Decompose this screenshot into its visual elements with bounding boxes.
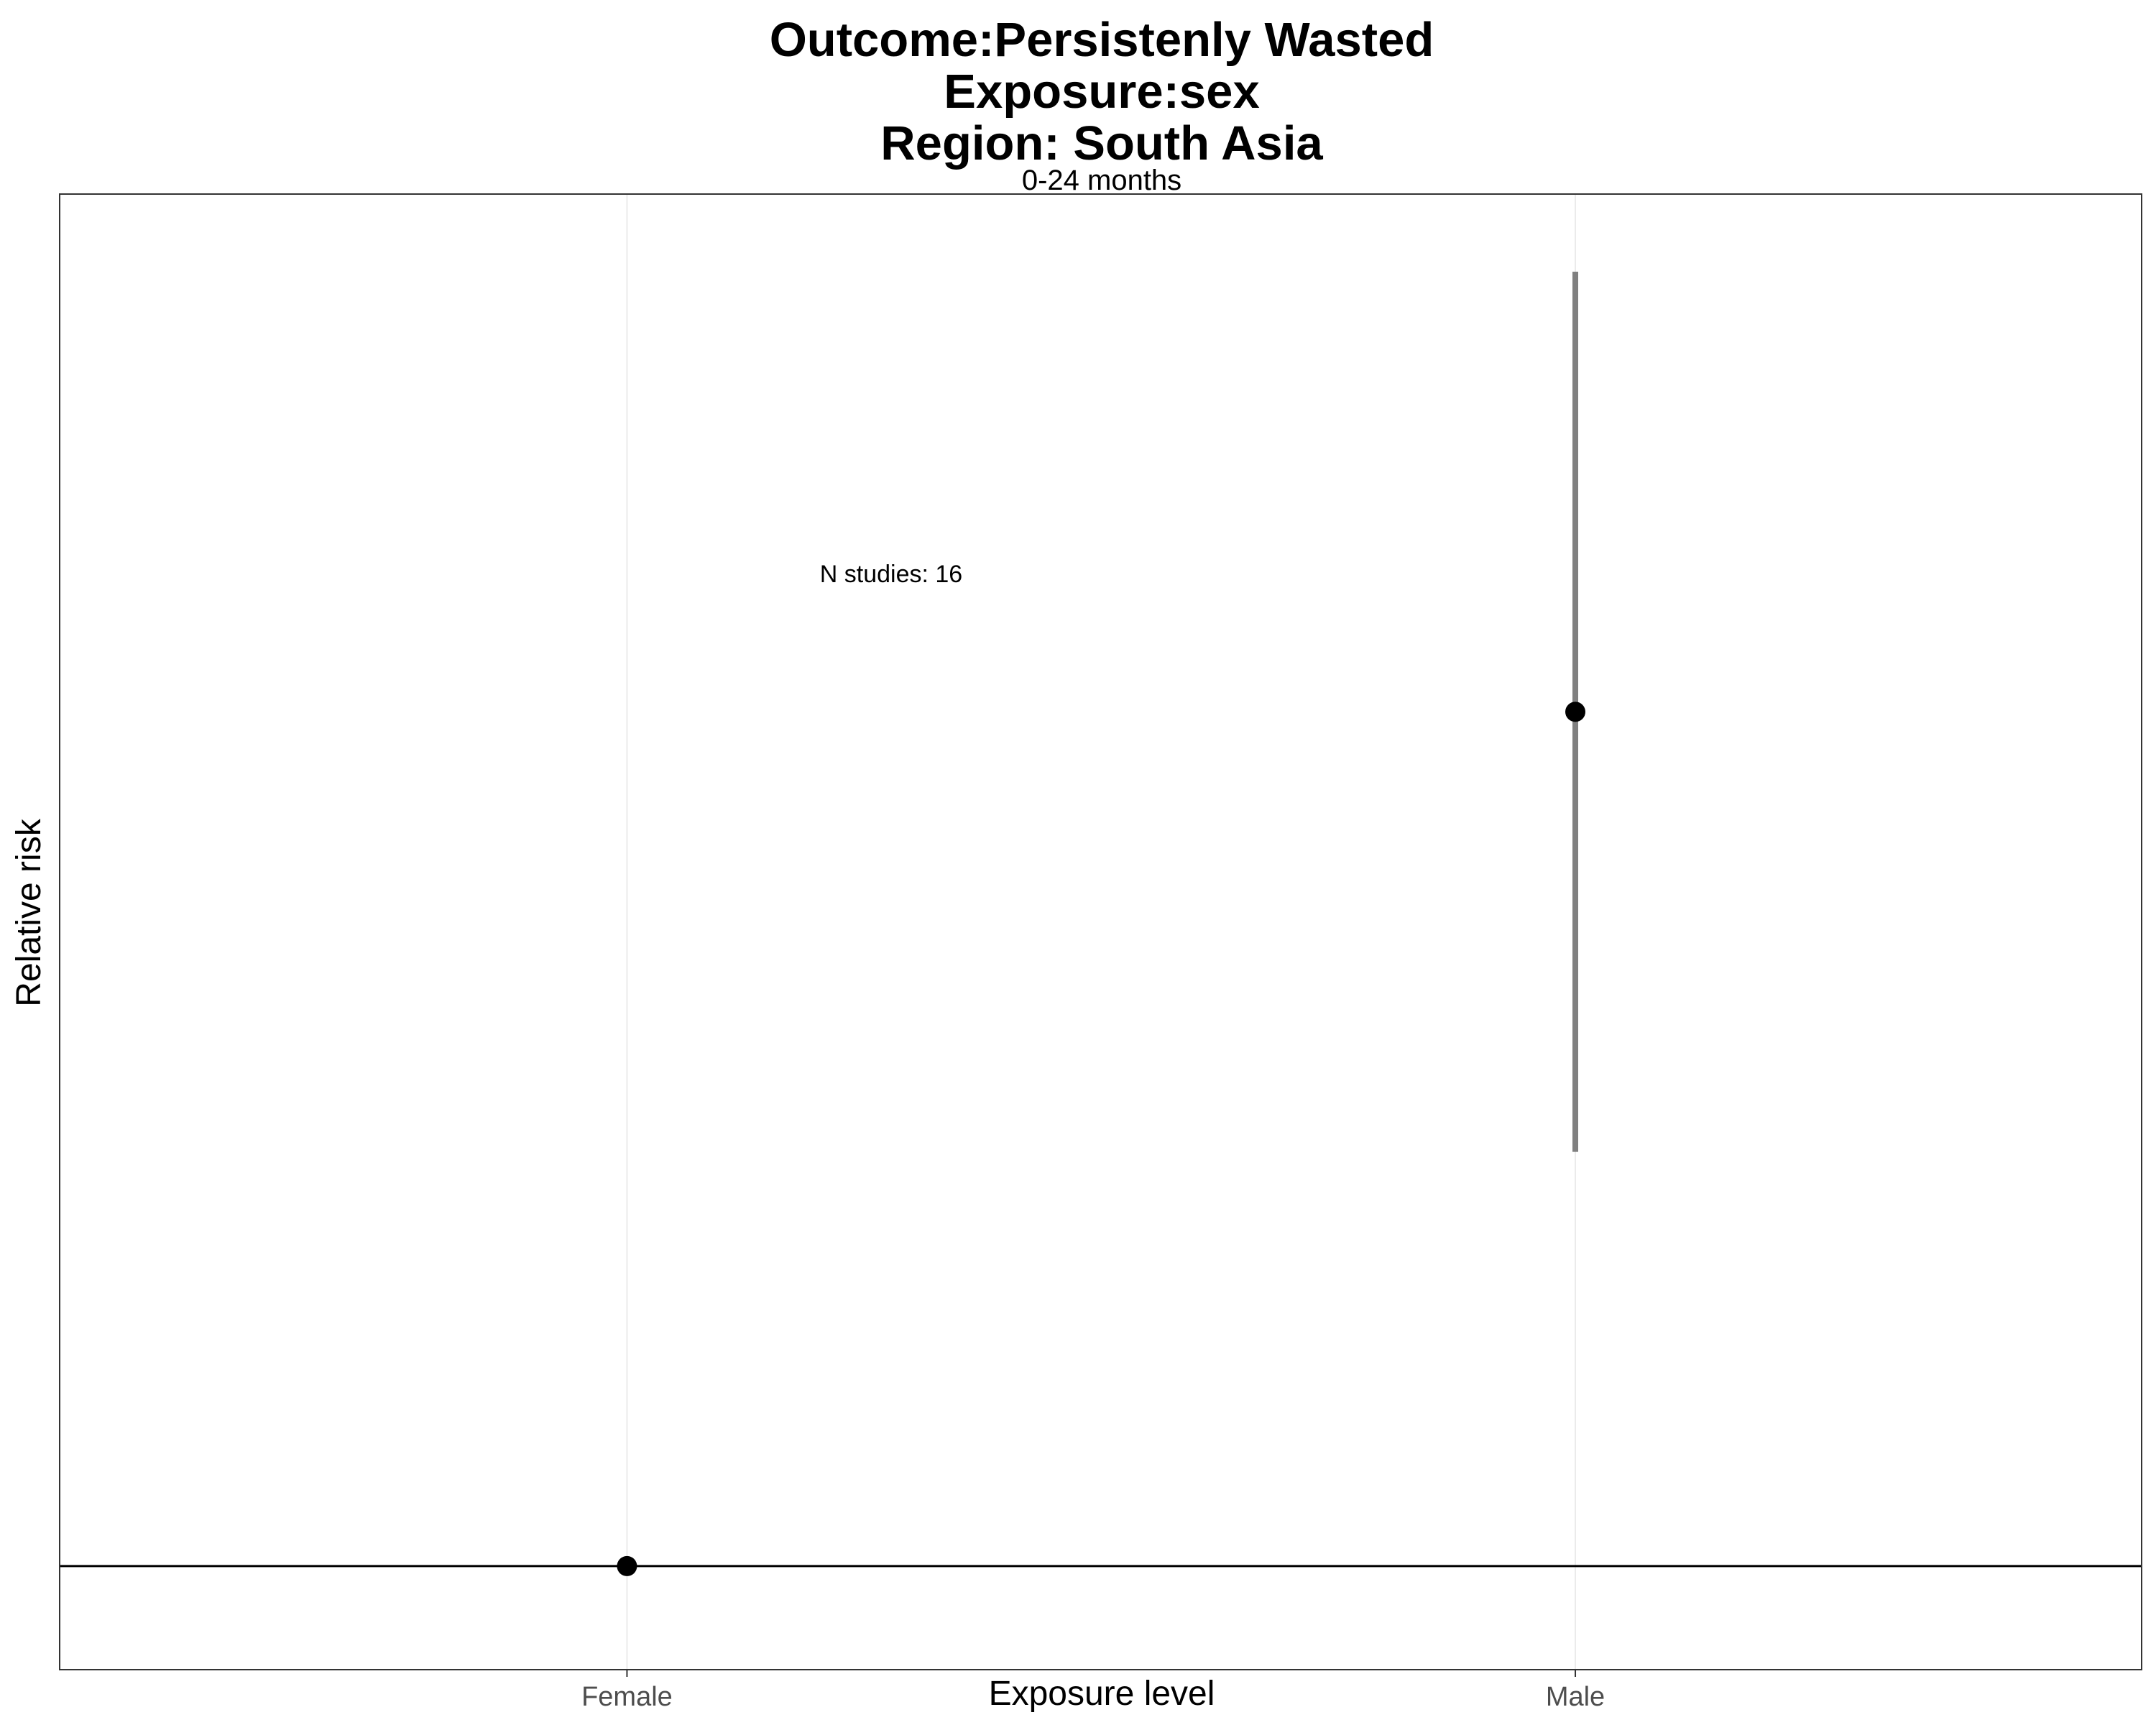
point-male: [1565, 702, 1586, 722]
x-tick-label-female: Female: [581, 1682, 673, 1712]
y-axis-title: Relative risk: [10, 818, 48, 1006]
plot-panel: [59, 193, 2142, 1670]
x-axis-title: Exposure level: [989, 1675, 1215, 1713]
chart-subtitle: 0-24 months: [1022, 165, 1181, 196]
chart-title-line-1: Outcome:Persistenly Wasted: [770, 13, 1434, 67]
panel-border: [59, 193, 2142, 1670]
point-female: [617, 1555, 637, 1576]
chart-title-line-3: Region: South Asia: [880, 116, 1323, 170]
annotation-n-studies: N studies: 16: [820, 561, 962, 588]
x-tick-label-male: Male: [1546, 1682, 1605, 1712]
x-axis-ticks: Female Male: [581, 1670, 1605, 1712]
chart-title-line-2: Exposure:sex: [944, 65, 1259, 119]
data-points: [617, 702, 1586, 1576]
